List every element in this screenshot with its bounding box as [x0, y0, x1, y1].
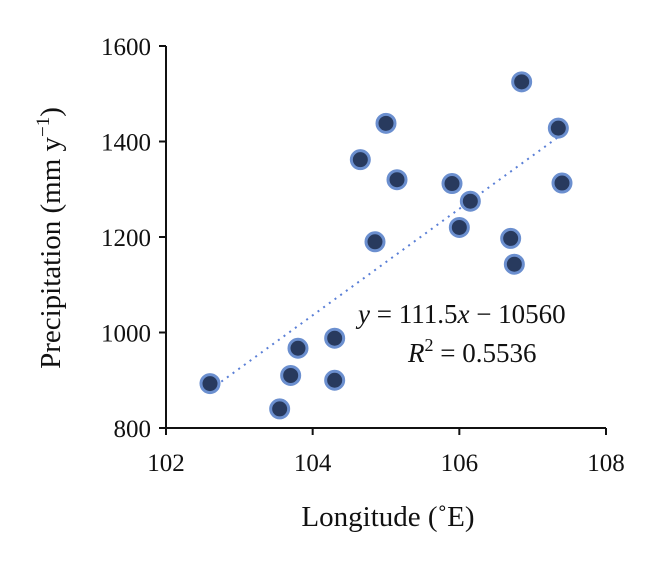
data-point	[349, 149, 371, 171]
data-point	[547, 117, 569, 139]
data-point	[441, 173, 463, 195]
tick-marks	[159, 45, 607, 435]
x-tick-label: 108	[587, 450, 625, 477]
data-point	[324, 327, 346, 349]
data-point	[269, 398, 291, 420]
data-point	[364, 231, 386, 253]
data-point	[551, 172, 573, 194]
axes	[165, 46, 606, 429]
x-tick-label: 106	[441, 450, 479, 477]
data-point	[459, 190, 481, 212]
x-axis-title: Longitude (˚E)	[301, 501, 474, 533]
y-tick-label: 1400	[101, 130, 151, 157]
y-tick-label: 800	[114, 416, 152, 443]
trendline	[209, 133, 563, 391]
y-axis-title: Precipitation (mm y−1)	[33, 107, 67, 369]
data-point	[280, 364, 302, 386]
y-tick-label: 1000	[101, 321, 151, 348]
data-point	[386, 169, 408, 191]
data-point	[287, 337, 309, 359]
y-tick-labels: 800 1000 1200 1400 1600	[101, 34, 151, 443]
data-point	[324, 369, 346, 391]
x-tick-label: 102	[147, 450, 185, 477]
data-points	[199, 71, 573, 420]
data-point	[199, 373, 221, 395]
data-point	[448, 216, 470, 238]
y-tick-label: 1200	[101, 225, 151, 252]
trendline-group	[209, 133, 563, 391]
data-point	[500, 227, 522, 249]
x-tick-label: 104	[294, 450, 332, 477]
regression-equation: y = 111.5x − 10560	[355, 299, 566, 329]
y-tick-label: 1600	[101, 34, 151, 61]
x-tick-labels: 102 104 106 108	[147, 450, 625, 477]
data-point	[375, 112, 397, 134]
data-point	[511, 71, 533, 93]
r-squared-label: R2 = 0.5536	[407, 335, 536, 368]
data-point	[503, 253, 525, 275]
